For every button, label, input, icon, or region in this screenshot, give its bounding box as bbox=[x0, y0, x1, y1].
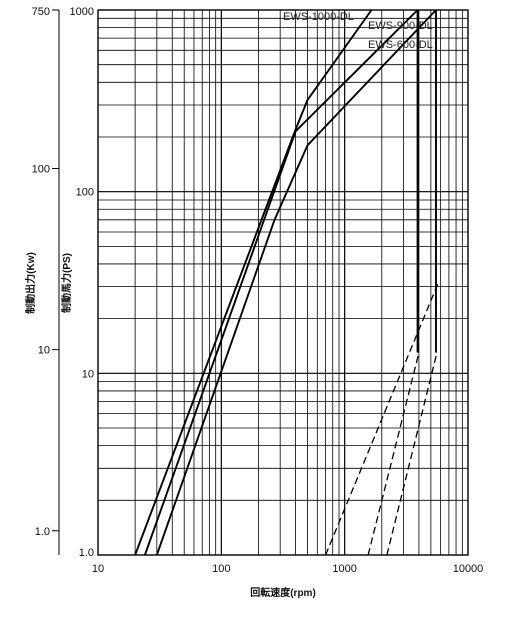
ps-tick-label: 10 bbox=[82, 368, 94, 380]
kw-tick-label: 1.0 bbox=[35, 526, 50, 538]
kw-tick-label: 750 bbox=[32, 6, 50, 18]
y-axis-title-kw: 制動出力(Kw) bbox=[24, 252, 37, 314]
grid-lines bbox=[98, 10, 468, 555]
x-tick-label: 100 bbox=[212, 563, 230, 575]
series-label-ews-900-dl: EWS-900-DL bbox=[368, 20, 433, 32]
y-axis-title-ps: 制動馬力(PS) bbox=[60, 253, 73, 313]
x-tick-label: 10000 bbox=[453, 563, 484, 575]
x-tick-label: 1000 bbox=[332, 563, 356, 575]
series-line-ews-900-dl bbox=[143, 9, 419, 556]
x-tick-label: 10 bbox=[92, 563, 104, 575]
series-label-ews-600-dl: EWS-600-DL bbox=[368, 39, 433, 51]
dashed-series-line bbox=[386, 352, 438, 556]
kw-tick-label: 100 bbox=[32, 164, 50, 176]
dashed-series-line bbox=[324, 281, 440, 556]
kw-tick-label: 10 bbox=[38, 345, 50, 357]
series-group bbox=[134, 9, 440, 556]
kw-axis bbox=[52, 9, 60, 555]
tick-labels: 10 100 1000 10000 1.0 10 100 1000 1.0 10 100 750 bbox=[32, 6, 484, 575]
series-label-ews-1000-dl: EWS-1000-DL bbox=[283, 11, 354, 23]
x-axis-title: 回転速度(rpm) bbox=[250, 586, 316, 599]
series-line-ews-1000-dl bbox=[134, 9, 373, 556]
series-line-ews-600-dl bbox=[155, 9, 437, 556]
ps-tick-label: 1.0 bbox=[79, 547, 94, 559]
plot-frame-group bbox=[97, 9, 469, 556]
dashed-series-line bbox=[367, 352, 420, 556]
series-labels: EWS-1000-DL EWS-900-DL EWS-600-DL bbox=[283, 11, 433, 51]
ps-tick-label: 1000 bbox=[70, 6, 94, 18]
ps-tick-label: 100 bbox=[76, 187, 94, 199]
plot-area bbox=[97, 9, 469, 556]
